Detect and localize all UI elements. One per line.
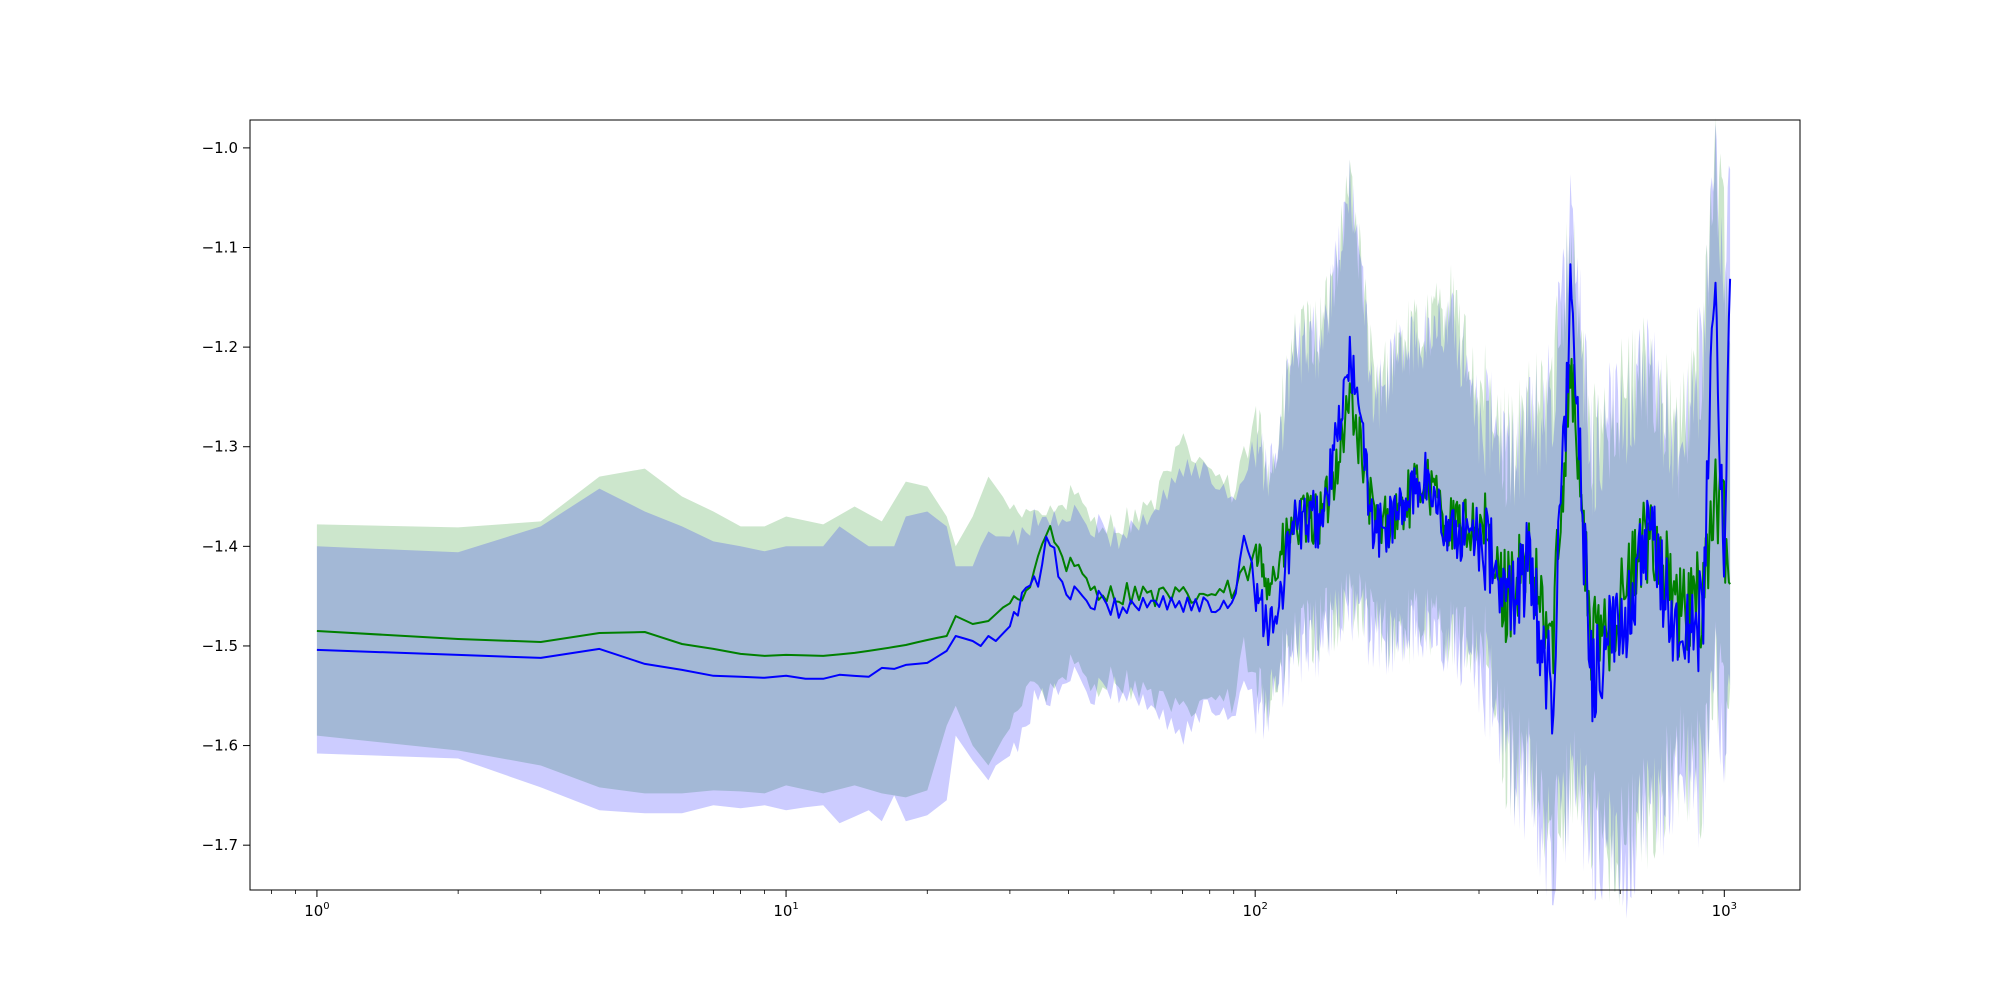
lines-layer [316, 263, 1732, 735]
y-tick-label: −1.3 [202, 438, 238, 456]
y-tick-label: −1.2 [202, 338, 238, 356]
y-tick-label: −1.4 [202, 537, 238, 555]
y-tick-label: −1.5 [202, 637, 238, 655]
y-tick-label: −1.6 [202, 737, 238, 755]
x-tick-label: 102 [1242, 901, 1267, 920]
series-line-2 [316, 263, 1732, 735]
y-tick-label: −1.0 [202, 139, 238, 157]
y-axis: −1.0 −1.1 −1.2 −1.3 −1.4 −1.5 −1.6 −1.7 [202, 139, 250, 854]
x-axis: 100 101 102 103 [271, 890, 1737, 920]
y-tick-label: −1.1 [202, 239, 238, 257]
confidence-band-1 [316, 117, 1731, 907]
x-tick-label: 100 [304, 901, 329, 920]
x-tick-label: 101 [773, 901, 798, 920]
bands-layer [316, 117, 1731, 920]
plot-frame [249, 119, 1801, 891]
y-tick-label: −1.7 [202, 836, 238, 854]
confidence-band-2 [316, 123, 1731, 920]
x-tick-label: 103 [1712, 901, 1737, 920]
